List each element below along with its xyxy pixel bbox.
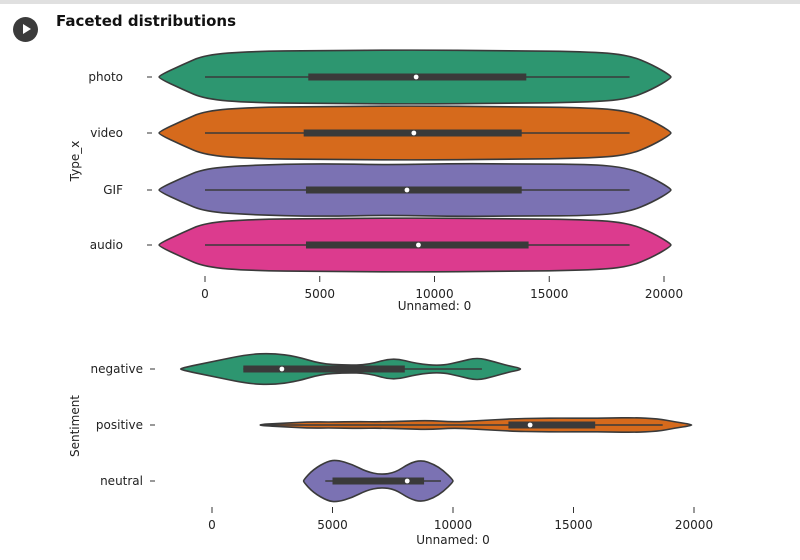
y-tick-label: GIF [103, 183, 123, 197]
x-tick-label: 5000 [304, 287, 335, 301]
violin-panel-2: 0 5000 10000 15000 20000 Unnamed: 0 Sentiment n… [68, 352, 713, 547]
x-tick-label: 0 [208, 518, 216, 532]
x-tick-label: 15000 [554, 518, 592, 532]
y-tick-label: positive [96, 418, 143, 432]
median-neutral [404, 478, 410, 484]
x-tick-label: 10000 [415, 287, 453, 301]
play-icon[interactable] [13, 17, 38, 42]
median-photo [413, 74, 419, 80]
median-audio [416, 242, 421, 248]
x-tick-label: 10000 [434, 518, 472, 532]
x-axis-label: Unnamed: 0 [398, 299, 472, 313]
iqr-box-neutral [332, 477, 425, 485]
y-axis-label: Sentiment [68, 395, 82, 457]
median-video [411, 130, 417, 136]
y-tick-label: photo [88, 70, 123, 84]
y-tick-label: negative [91, 362, 143, 376]
x-tick-label: 5000 [317, 518, 348, 532]
x-tick-label: 20000 [645, 287, 683, 301]
x-tick-label: 15000 [530, 287, 568, 301]
y-axis-label: Type_x [68, 141, 82, 183]
median-GIF [404, 187, 410, 193]
y-tick-label: video [90, 126, 123, 140]
median-negative [279, 366, 285, 372]
y-tick-label: neutral [100, 474, 143, 488]
cell-top-border [0, 0, 800, 4]
x-axis-label: Unnamed: 0 [416, 533, 490, 547]
iqr-box-negative [243, 365, 405, 373]
iqr-box-positive [508, 421, 596, 429]
x-tick-label: 0 [201, 287, 209, 301]
median-positive [527, 422, 533, 428]
y-tick-label: audio [90, 238, 123, 252]
iqr-box-GIF [305, 186, 522, 194]
violin-panel-1: 0 5000 10000 15000 20000 Unnamed: 0 Type_x phot… [68, 49, 683, 313]
x-tick-label: 20000 [675, 518, 713, 532]
cell-title: Faceted distributions [56, 12, 237, 30]
